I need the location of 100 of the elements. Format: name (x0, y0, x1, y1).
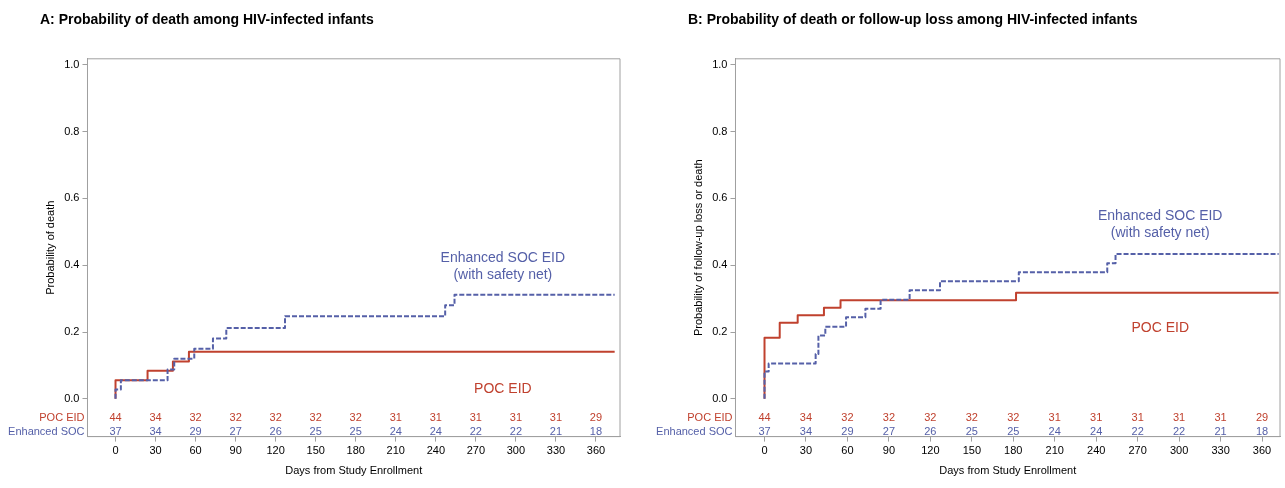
x-tick-label: 90 (882, 444, 896, 457)
annotation: 32 (924, 410, 937, 423)
annotation: 25 (1007, 424, 1020, 437)
x-tick-label: 90 (229, 444, 242, 457)
x-tick-label: 180 (346, 444, 365, 457)
annotation: 34 (799, 424, 813, 437)
x-tick-label: 330 (546, 444, 566, 457)
x-tick-label: 120 (266, 444, 285, 457)
text: Enhanced SOC (656, 424, 733, 437)
x-tick-label: 0 (112, 444, 119, 457)
annotation: 29 (1255, 410, 1269, 423)
y-tick-label: 0.4 (712, 258, 728, 271)
chart-title: B: Probability of death or follow-up loss among HIV-infected infants (688, 11, 1138, 28)
y-tick-label: 0.6 (712, 191, 728, 204)
annotation: 31 (1214, 410, 1227, 423)
x-tick-label: 0 (761, 444, 768, 457)
x-tick-label: 210 (1045, 444, 1064, 457)
x-tick-label: 30 (799, 444, 813, 457)
annotation: 18 (589, 424, 603, 437)
y-tick-label: 0.4 (64, 258, 80, 271)
y-tick-label: 0.8 (712, 124, 728, 137)
annotation: 31 (1172, 410, 1186, 423)
y-tick-label: 0.2 (712, 325, 728, 338)
y-tick-label: 0.8 (64, 124, 80, 137)
text: POC EID (39, 410, 85, 423)
y-tick-label: 0.2 (64, 325, 80, 338)
x-tick-label: 60 (189, 444, 202, 457)
x-tick-label: 150 (962, 444, 981, 457)
annotation: 32 (189, 410, 202, 423)
annotation: 26 (269, 424, 282, 437)
series-label: Enhanced SOC EID (with safety net) (440, 249, 566, 283)
text: POC EID (687, 410, 733, 423)
annotation: 25 (965, 424, 978, 437)
annotation: 29 (841, 424, 854, 437)
y-tick-label: 0.6 (64, 191, 80, 204)
x-tick-label: 360 (586, 444, 606, 457)
x-axis-title: Days from Study Enrollment (285, 464, 423, 477)
series-label: Enhanced SOC EID (with safety net) (1097, 207, 1223, 241)
annotation: 31 (509, 410, 523, 423)
series-label: POC EID (1131, 319, 1189, 336)
annotation: 37 (109, 424, 122, 437)
y-tick-label: 0.0 (712, 391, 728, 404)
annotation: 29 (189, 424, 202, 437)
annotation: 32 (841, 410, 854, 423)
annotation: 31 (549, 410, 563, 423)
annotation: 27 (882, 424, 896, 437)
annotation: 44 (758, 410, 771, 423)
annotation: 21 (549, 424, 563, 437)
annotation: 31 (1090, 410, 1103, 423)
y-tick-label: 1.0 (64, 57, 80, 70)
annotation: 32 (309, 410, 322, 423)
annotation: 24 (389, 424, 402, 437)
x-axis-title: Days from Study Enrollment (939, 464, 1077, 477)
x-tick-label: 210 (386, 444, 405, 457)
annotation: 22 (509, 424, 523, 437)
annotation: 37 (758, 424, 771, 437)
annotation: 25 (349, 424, 362, 437)
annotation: 32 (269, 410, 282, 423)
annotation: 27 (229, 424, 242, 437)
x-tick-label: 30 (149, 444, 162, 457)
annotation: 31 (469, 410, 482, 423)
annotation: 22 (469, 424, 482, 437)
chart-title: A: Probability of death among HIV-infected infants (40, 11, 374, 28)
annotation: 32 (229, 410, 242, 423)
annotation: 34 (149, 424, 162, 437)
text: Enhanced SOC (8, 424, 85, 437)
y-tick-label: 0.0 (64, 391, 80, 404)
annotation: 32 (349, 410, 362, 423)
annotation: 24 (429, 424, 442, 437)
annotation: 21 (1214, 424, 1227, 437)
annotation: 22 (1131, 424, 1144, 437)
annotation: 34 (149, 410, 162, 423)
annotation: 31 (389, 410, 402, 423)
annotation: 31 (1131, 410, 1144, 423)
x-tick-label: 150 (306, 444, 325, 457)
x-tick-label: 180 (1004, 444, 1023, 457)
annotation: 25 (309, 424, 322, 437)
text: POC EID (474, 380, 532, 397)
x-tick-label: 240 (1087, 444, 1106, 457)
annotation: 22 (1172, 424, 1186, 437)
x-tick-label: 330 (1211, 444, 1230, 457)
annotation: 32 (965, 410, 978, 423)
annotation: 26 (924, 424, 937, 437)
x-tick-label: 270 (466, 444, 486, 457)
x-tick-label: 240 (426, 444, 445, 457)
annotation: 31 (1048, 410, 1061, 423)
x-tick-label: 60 (841, 444, 854, 457)
annotation: 44 (109, 410, 122, 423)
annotation: 18 (1255, 424, 1269, 437)
x-tick-label: 270 (1128, 444, 1147, 457)
y-axis-title: Probability of death (43, 200, 56, 295)
y-axis-title: Probability of follow-up loss or death (691, 159, 704, 337)
annotation: 29 (589, 410, 603, 423)
x-tick-label: 300 (506, 444, 526, 457)
x-tick-label: 120 (921, 444, 940, 457)
annotation: 32 (882, 410, 896, 423)
annotation: 31 (429, 410, 442, 423)
x-tick-label: 360 (1252, 444, 1272, 457)
y-tick-label: 1.0 (712, 57, 728, 70)
annotation: 32 (1007, 410, 1020, 423)
